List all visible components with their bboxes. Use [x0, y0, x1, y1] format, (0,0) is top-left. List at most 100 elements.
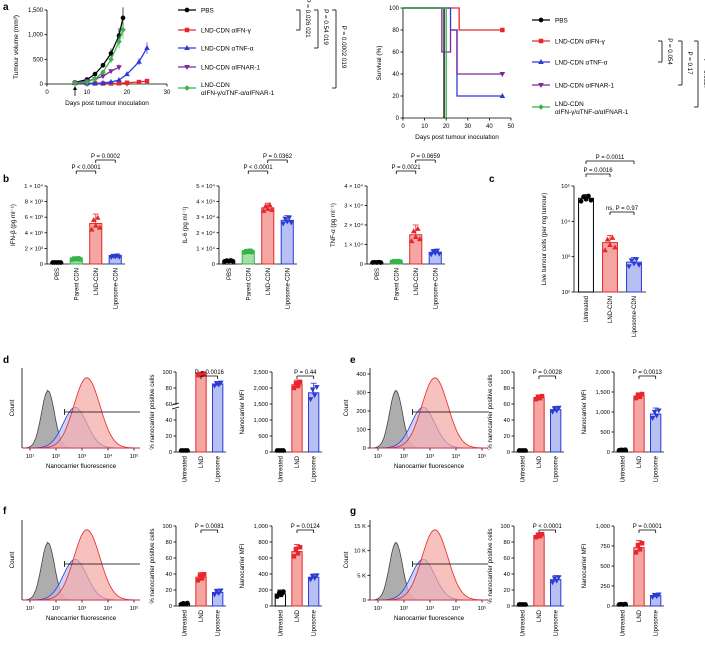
flow-d-pct-y-tick-label: 40: [166, 418, 172, 424]
flow-e-mfi-point-2: [653, 413, 660, 419]
flow-d-axis-break-mark: [171, 402, 180, 406]
cytokine-3-point-3: [284, 219, 291, 225]
survival-x-label: Days post tumour inoculation: [415, 134, 499, 141]
flow-g-histogram-x-label: Nanocarrier fluorescence: [394, 615, 465, 622]
cytokine-2-point-2: [92, 222, 99, 228]
flow-g-mfi-bar-1: [633, 547, 645, 607]
livecells-point-2: [626, 264, 632, 270]
growth-point-4: [84, 79, 90, 85]
cytokine-3-x-tick-label: Liposome-CDN: [285, 268, 291, 309]
flow-d-mfi-y-label: Nanocarrier MFI: [239, 389, 246, 434]
flow-d-pct-point-2: [217, 380, 224, 386]
flow-d-pct-sig-pvalue: P = 0.0016: [195, 370, 225, 376]
flow-g-pct-point-2: [555, 575, 562, 581]
cytokine-4-sig2-pvalue: P = 0.0659: [411, 154, 441, 160]
survival-y-tick-label: 40: [392, 72, 399, 78]
cytokine-3-point-3: [288, 220, 295, 226]
cytokine-2-point-2: [90, 217, 97, 223]
cytokine-3-y-tick-label: 4 × 10⁴: [196, 199, 215, 206]
flow-e-mfi-y-tick-label: 1,000: [595, 410, 610, 416]
flow-e-pct-x-tick-label: Liposome: [554, 455, 560, 482]
survival-x-tick-label: 30: [464, 124, 471, 130]
growth-x-tick-label: 20: [124, 90, 131, 96]
flow-g-mfi-y-tick-label: 750: [600, 544, 610, 550]
growth-y-tick-label: 0: [40, 82, 44, 88]
flow-e-pct-bar-1: [533, 397, 545, 453]
flow-f-histogram-x-tick-label: 10²: [52, 606, 60, 612]
flow-f-mfi-point-1: [297, 545, 303, 550]
cytokine-2-y-tick-label: 4 × 10³: [25, 231, 43, 237]
flow-e-mfi-y-tick-label: 0: [607, 450, 610, 456]
cytokine-4-y-tick-label: 0: [360, 262, 363, 268]
flow-f-pct-y-tick-label: 0: [169, 604, 172, 610]
cytokine-3-bar-3: [280, 219, 294, 265]
survival-y-tick-label: 80: [392, 28, 399, 34]
flow-e-pct-point-2: [555, 405, 562, 411]
growth-series-4: [74, 29, 124, 84]
flow-e-mfi-point-2: [651, 409, 658, 415]
cytokine-4-y-tick-label: 1 × 10⁴: [344, 242, 363, 249]
flow-d-pct-point-2: [215, 382, 222, 388]
flow-d-mfi-y-tick-label: 2,500: [253, 370, 268, 376]
growth-point-2: [116, 77, 122, 83]
flow-g-histogram-y-label: Count: [343, 551, 350, 568]
flow-e-histogram-x-label: Nanocarrier fluorescence: [394, 463, 465, 470]
flow-g-histogram-x-tick-label: 10²: [400, 606, 408, 612]
survival-pvalue-0: P = 0.054: [666, 38, 673, 65]
cytokine-2-point-2: [94, 214, 101, 220]
survival-pvalue-2: P = 0.0027: [702, 59, 705, 90]
flow-g-mfi-x-tick-label: Untreated: [620, 610, 626, 636]
flow-f-pct-y-tick-label: 20: [166, 588, 172, 594]
growth-arrow-head: [73, 86, 77, 90]
survival-y-label: Survival (%): [376, 45, 383, 80]
survival-series-3: [403, 7, 503, 75]
cytokine-2-x-tick-label: PBS: [55, 268, 61, 280]
flow-g-pct-y-tick-label: 0: [507, 604, 510, 610]
flow-d-mfi-y-tick-label: 500: [258, 434, 268, 440]
cytokine-4-point-2: [408, 238, 415, 244]
flow-e-pct-point-2: [553, 408, 560, 414]
flow-d-histogram-x-tick-label: 10¹: [26, 454, 34, 460]
flow-f-pct-x-tick-label: Liposome: [216, 609, 222, 636]
cytokine-3-point-2: [266, 202, 273, 207]
flow-g-mfi-sig-pvalue: P = 0.0001: [633, 524, 663, 530]
flow-d-mfi-bar-2: [308, 392, 320, 453]
cytokine-4-point-3: [434, 248, 441, 254]
flow-d-pct-y-tick-label: 80: [166, 386, 172, 392]
cytokine-3-point-2: [262, 203, 269, 209]
flow-g-histogram-x-tick-label: 10⁴: [452, 605, 461, 612]
cytokine-2-y-tick-label: 1 × 10⁴: [24, 183, 43, 190]
flow-e-mfi-y-tick-label: 500: [600, 430, 610, 436]
flow-f-pct-point-1: [199, 576, 205, 581]
growth-legend-text-4: LND-CDN: [201, 82, 230, 89]
livecells-sig3-pvalue: ns, P = 0.97: [606, 206, 639, 212]
growth-point-2: [108, 79, 114, 84]
flow-f-pct-y-tick-label: 80: [166, 540, 172, 546]
growth-pvalue-2: P = 0.026 021: [304, 0, 311, 38]
flow-f-mfi-y-tick-label: 600: [258, 556, 268, 562]
flow-g-mfi-point-1: [633, 550, 639, 555]
livecells-point-1: [604, 236, 611, 242]
cytokine-4-x-tick-label: LND-CDN: [414, 268, 420, 295]
cytokine-2-point-2: [88, 226, 95, 232]
cytokine-2-x-tick-label: Liposome-CDN: [113, 268, 119, 309]
flow-e-mfi-point-2: [649, 416, 656, 421]
survival-legend-marker-4: [538, 104, 544, 110]
growth-legend-marker-0: [184, 7, 190, 13]
flow-g-mfi-point-0: [623, 601, 628, 607]
growth-point-2: [136, 58, 142, 64]
flow-e-pct-sig-pvalue: P = 0.0028: [533, 370, 563, 376]
livecells-point-1: [602, 247, 608, 253]
flow-g-pct-x-tick-label: LND: [537, 609, 543, 622]
flow-e-histogram-y-tick-label: 0: [363, 446, 366, 452]
flow-g-mfi-point-2: [655, 592, 662, 598]
livecells-point-1: [609, 234, 616, 240]
flow-f-histogram-x-tick-label: 10³: [78, 606, 86, 612]
flow-g-pct-point-2: [551, 576, 558, 582]
panel-label-e: e: [350, 355, 356, 366]
flow-e-pct-y-tick-label: 100: [500, 370, 510, 376]
cytokine-4-y-tick-label: 4 × 10⁴: [344, 183, 363, 190]
flow-e-pct-x-tick-label: LND: [537, 455, 543, 468]
flow-d-pct-x-tick-label: Liposome: [216, 455, 222, 482]
flow-f-mfi-point-2: [311, 576, 318, 581]
